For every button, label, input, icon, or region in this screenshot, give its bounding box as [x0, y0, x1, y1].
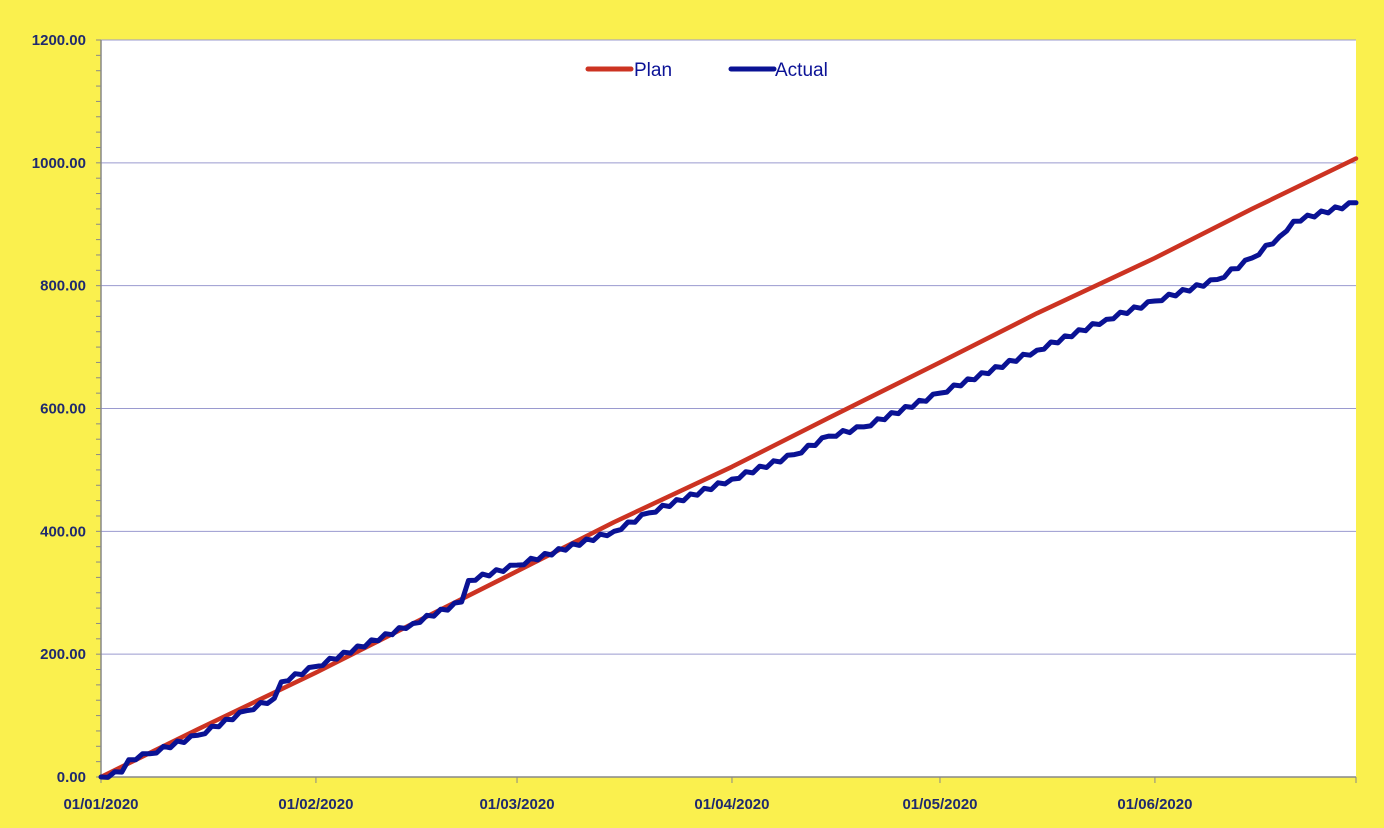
x-tick-label: 01/05/2020	[902, 796, 977, 813]
axes	[96, 39, 1357, 783]
x-tick-label: 01/01/2020	[63, 796, 138, 813]
x-tick-label: 01/04/2020	[694, 796, 769, 813]
y-tick-label: 1200.00	[32, 32, 86, 49]
y-tick-label: 400.00	[40, 523, 86, 540]
y-tick-labels: 0.00 200.00 400.00 600.00 800.00 1000.00 1200.…	[32, 32, 86, 786]
legend-label-plan: Plan	[634, 60, 672, 81]
y-tick-label: 0.00	[57, 769, 86, 786]
legend: Plan Actual	[585, 60, 828, 81]
x-tick-label: 01/02/2020	[278, 796, 353, 813]
gridlines	[101, 39, 1356, 655]
y-tick-label: 200.00	[40, 646, 86, 663]
series-line-actual	[98, 200, 1359, 780]
legend-label-actual: Actual	[775, 60, 828, 81]
x-tick-label: 01/03/2020	[479, 796, 554, 813]
x-tick-label: 01/06/2020	[1117, 796, 1192, 813]
y-tick-label: 600.00	[40, 401, 86, 418]
x-tick-labels: 01/01/2020 01/02/2020 01/03/2020 01/04/2020…	[63, 796, 1192, 813]
series-line-plan	[98, 156, 1359, 780]
y-tick-label: 1000.00	[32, 155, 86, 172]
series-lines	[98, 156, 1359, 780]
y-tick-label: 800.00	[40, 278, 86, 295]
